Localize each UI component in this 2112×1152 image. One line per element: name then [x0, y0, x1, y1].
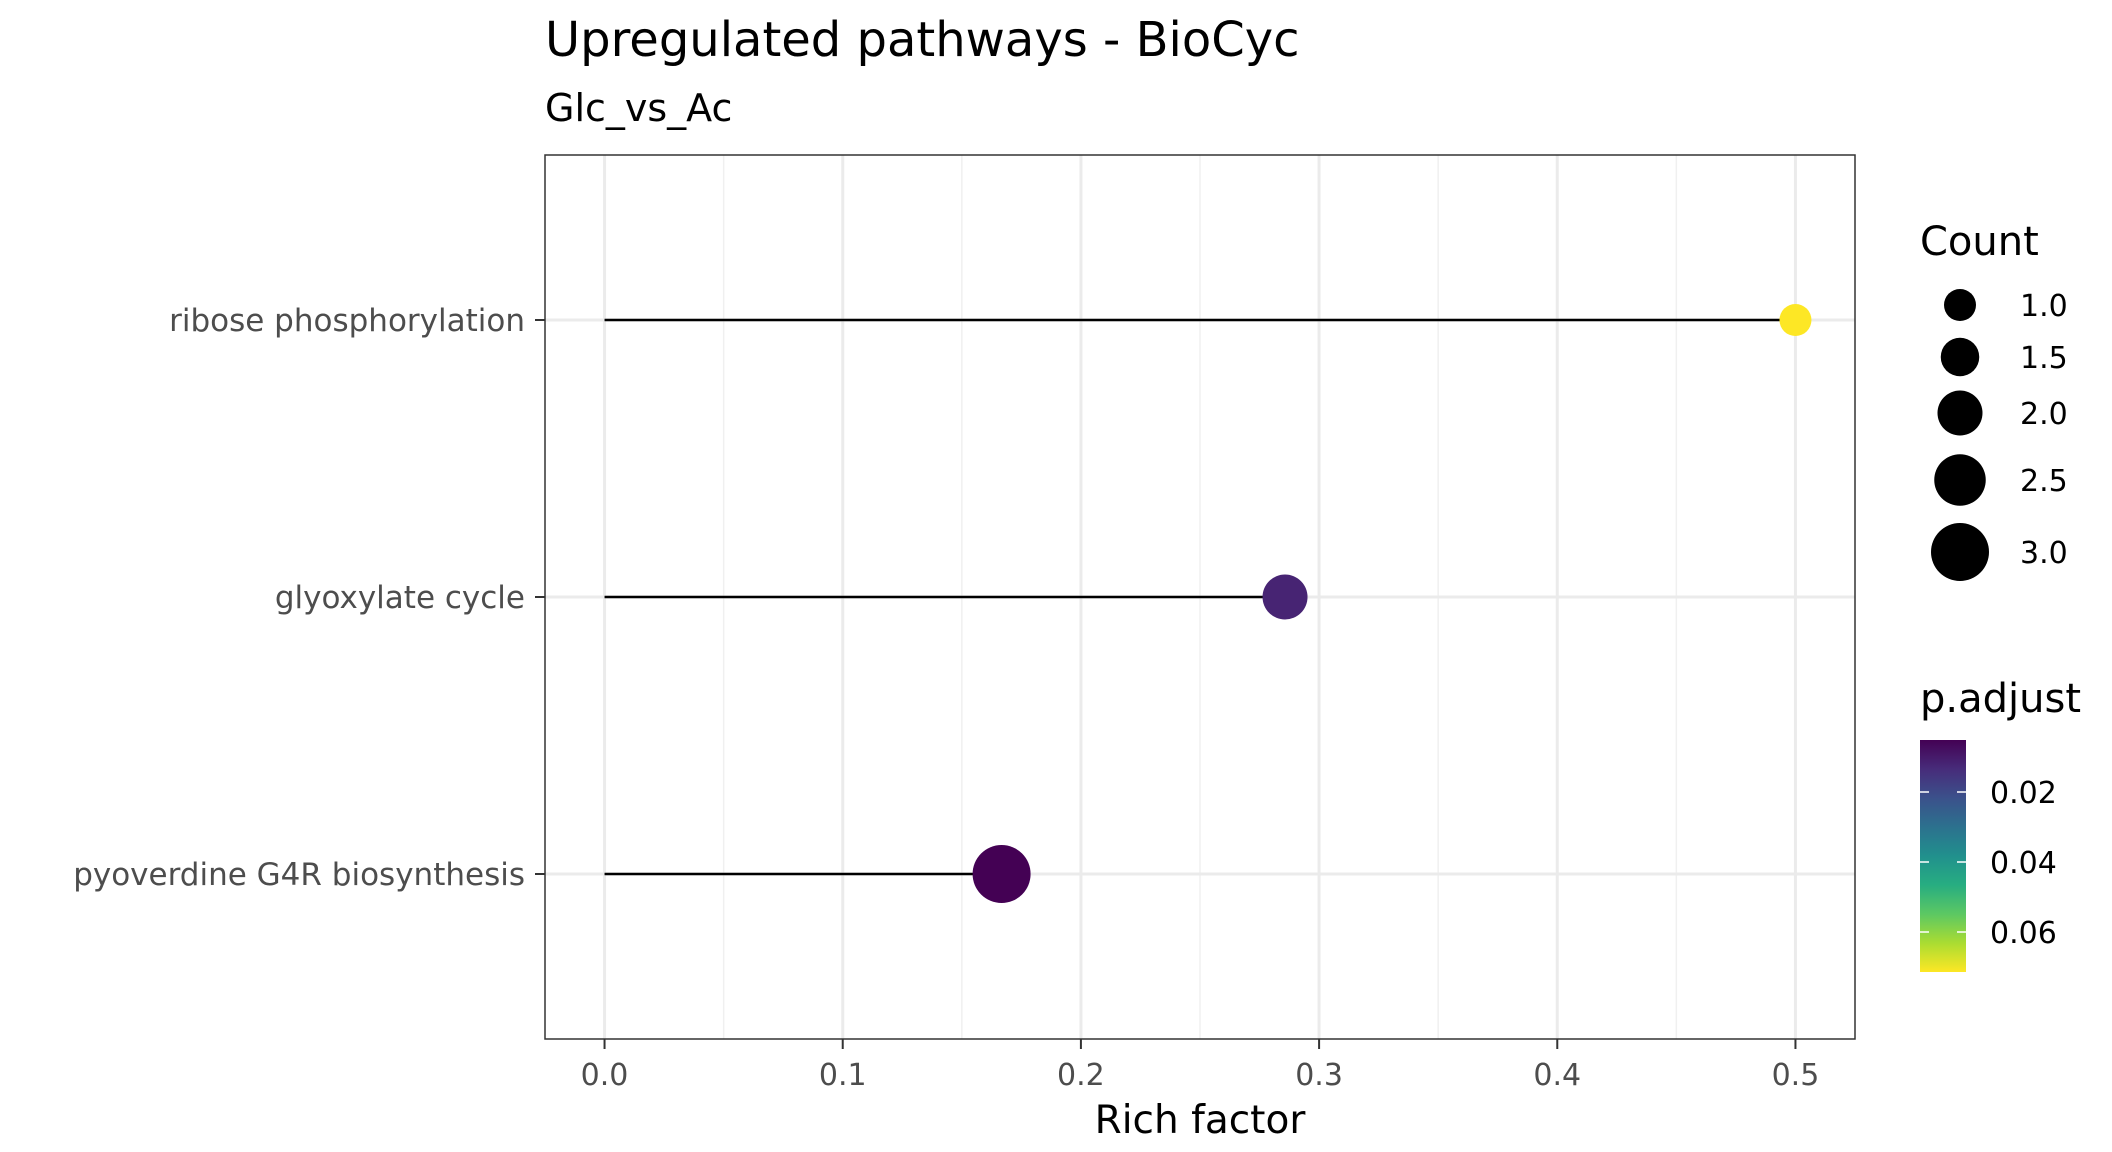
data-points: [972, 304, 1812, 903]
size-legend-key: [1931, 523, 1989, 581]
y-tick-label: pyoverdine G4R biosynthesis: [73, 857, 525, 893]
x-tick-label: 0.0: [581, 1058, 629, 1093]
x-tick-label: 0.3: [1295, 1058, 1343, 1093]
size-legend-key: [1937, 390, 1983, 436]
color-legend-label: 0.06: [1990, 916, 2057, 951]
chart-subtitle: Glc_vs_Ac: [545, 86, 732, 130]
lollipop-segments: [604, 318, 1796, 876]
x-tick-label: 0.2: [1057, 1058, 1105, 1093]
x-tick-label: 0.5: [1772, 1058, 1820, 1093]
data-point: [1779, 304, 1812, 336]
x-axis: 0.0 0.1 0.2 0.3 0.4 0.5: [581, 1039, 1820, 1093]
size-legend-label: 1.5: [2020, 341, 2068, 376]
size-legend: Count 1.0 1.5 2.0 2.5 3.0: [1920, 219, 2068, 581]
size-legend-key: [1944, 289, 1976, 321]
data-point: [972, 845, 1031, 903]
color-legend: p.adjust 0.02 0.04 0.06: [1920, 676, 2081, 972]
y-tick-label: ribose phosphorylation: [169, 303, 525, 339]
y-tick-label: glyoxylate cycle: [275, 580, 525, 616]
color-legend-bar: [1920, 740, 1966, 972]
x-axis-label: Rich factor: [1095, 1098, 1307, 1143]
size-legend-title: Count: [1920, 219, 2039, 265]
chart-title: Upregulated pathways - BioCyc: [545, 12, 1300, 68]
size-legend-key: [1934, 454, 1986, 506]
size-legend-keys: 1.0 1.5 2.0 2.5 3.0: [1931, 289, 2068, 581]
color-legend-ticks: 0.02 0.04 0.06: [1920, 776, 2057, 951]
x-tick-label: 0.4: [1533, 1058, 1581, 1093]
size-legend-label: 3.0: [2020, 536, 2068, 571]
color-legend-label: 0.02: [1990, 776, 2057, 811]
x-tick-label: 0.1: [819, 1058, 867, 1093]
plot-panel: [544, 154, 1856, 1040]
size-legend-key: [1940, 337, 1980, 377]
data-point: [1262, 574, 1308, 620]
y-axis: ribose phosphorylation glyoxylate cycle py…: [73, 303, 545, 893]
size-legend-label: 2.5: [2020, 464, 2068, 499]
color-legend-label: 0.04: [1990, 846, 2057, 881]
size-legend-label: 2.0: [2020, 397, 2068, 432]
color-legend-title: p.adjust: [1920, 676, 2081, 722]
size-legend-label: 1.0: [2020, 289, 2068, 324]
